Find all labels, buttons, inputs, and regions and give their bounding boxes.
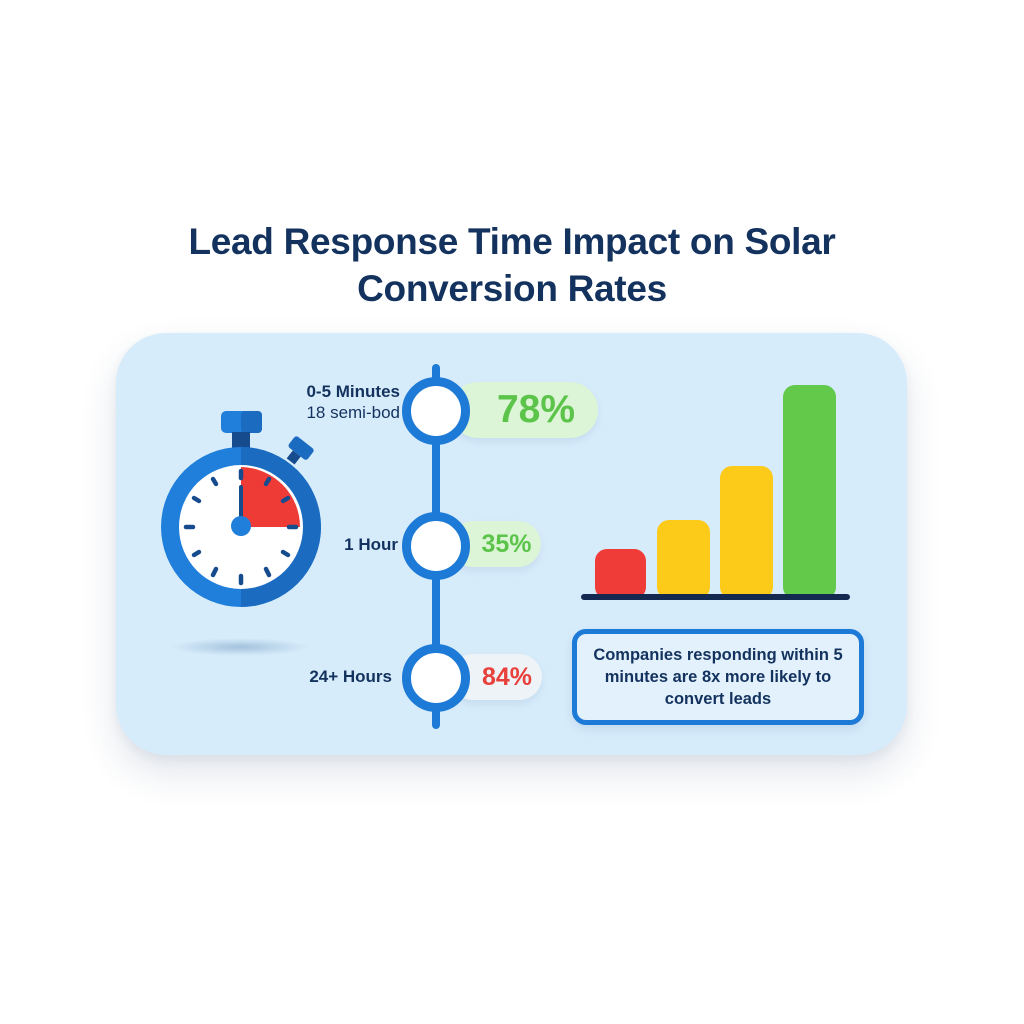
rate-value: 84% <box>481 662 533 691</box>
title-line-2: Conversion Rates <box>357 268 667 309</box>
callout-text: Companies responding within 5 minutes ar… <box>593 646 843 708</box>
time-range-label: 24+ Hours <box>309 667 392 686</box>
timeline-node <box>402 644 470 712</box>
bar-4 <box>783 385 836 599</box>
stopwatch-icon <box>161 411 321 607</box>
timeline-node <box>402 377 470 445</box>
stopwatch-shadow <box>170 638 310 656</box>
time-range-sublabel: 18 semi-bod <box>306 403 400 422</box>
callout-box: Companies responding within 5 minutes ar… <box>572 629 864 725</box>
bar-chart <box>581 385 850 600</box>
time-range-label: 1 Hour <box>344 535 398 554</box>
timeline-node <box>402 512 470 580</box>
timeline-label-0-5-minutes: 0-5 Minutes 18 semi-bod <box>250 381 400 423</box>
timeline-label-24-hours: 24+ Hours <box>250 666 392 687</box>
page-title: Lead Response Time Impact on Solar Conve… <box>0 218 1024 312</box>
rate-pill-0-5-minutes: 78% <box>450 382 598 438</box>
bar-1 <box>595 549 646 599</box>
title-line-1: Lead Response Time Impact on Solar <box>188 221 836 262</box>
rate-value: 78% <box>496 388 576 431</box>
bar-3 <box>720 466 773 599</box>
timeline-label-1-hour: 1 Hour <box>250 534 398 555</box>
rate-value: 35% <box>481 529 532 558</box>
time-range-label: 0-5 Minutes <box>306 382 400 401</box>
bar-2 <box>657 520 710 599</box>
